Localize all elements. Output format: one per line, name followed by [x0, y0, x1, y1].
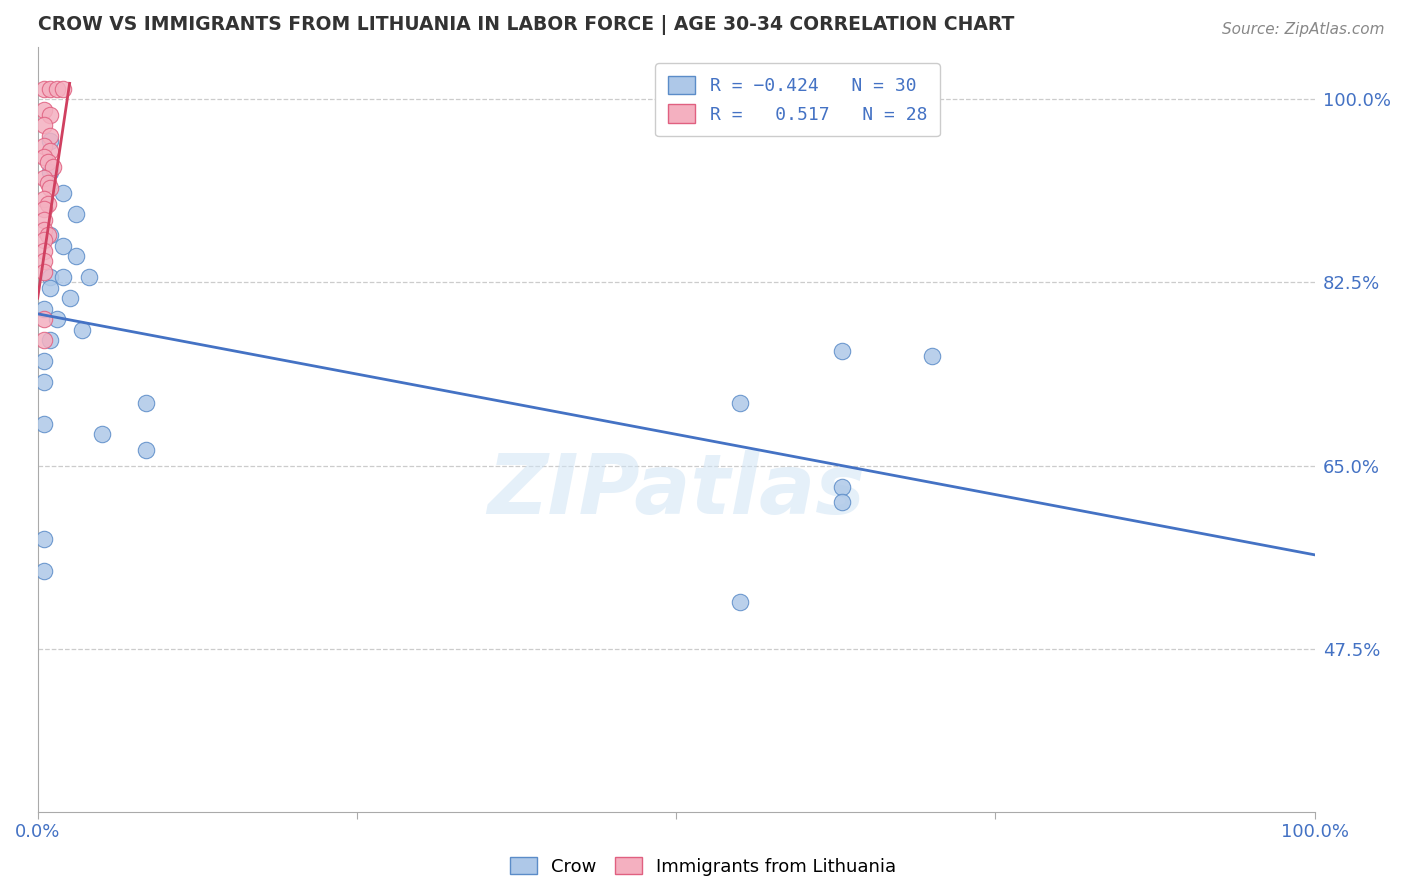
Point [45, 81, 67, 95]
Legend: Crow, Immigrants from Lithuania: Crow, Immigrants from Lithuania [502, 850, 904, 883]
Point [831, 343, 853, 358]
Point [45, 312, 67, 326]
Point [135, 443, 157, 458]
Point [39, 270, 62, 285]
Point [32, 244, 55, 258]
Point [32, 564, 55, 578]
Point [65, 207, 87, 221]
Point [77, 270, 100, 285]
Point [32, 312, 55, 326]
Point [39, 333, 62, 347]
Point [32, 103, 55, 117]
Point [135, 396, 157, 410]
Point [52, 270, 75, 285]
Text: ZIPatlas: ZIPatlas [488, 450, 865, 531]
Point [39, 81, 62, 95]
Point [37, 197, 59, 211]
Point [39, 128, 62, 143]
Point [72, 322, 94, 336]
Point [39, 108, 62, 122]
Point [32, 532, 55, 546]
Point [39, 165, 62, 179]
Point [32, 333, 55, 347]
Point [32, 150, 55, 164]
Point [90, 427, 112, 442]
Point [32, 192, 55, 206]
Point [32, 234, 55, 248]
Point [32, 265, 55, 279]
Point [39, 280, 62, 294]
Point [59, 291, 82, 305]
Point [32, 301, 55, 316]
Point [831, 495, 853, 509]
Point [32, 223, 55, 237]
Point [39, 134, 62, 148]
Point [37, 228, 59, 243]
Point [37, 155, 59, 169]
Point [39, 145, 62, 159]
Point [52, 81, 75, 95]
Point [32, 354, 55, 368]
Point [42, 160, 65, 174]
Point [32, 417, 55, 431]
Legend: R = −0.424   N = 30, R =   0.517   N = 28: R = −0.424 N = 30, R = 0.517 N = 28 [655, 63, 939, 136]
Point [32, 118, 55, 132]
Point [39, 181, 62, 195]
Point [32, 202, 55, 216]
Point [728, 595, 751, 609]
Point [921, 349, 943, 363]
Point [52, 238, 75, 252]
Point [32, 139, 55, 153]
Point [65, 249, 87, 263]
Point [32, 212, 55, 227]
Text: Source: ZipAtlas.com: Source: ZipAtlas.com [1222, 22, 1385, 37]
Point [39, 228, 62, 243]
Point [32, 375, 55, 389]
Point [831, 480, 853, 494]
Text: CROW VS IMMIGRANTS FROM LITHUANIA IN LABOR FORCE | AGE 30-34 CORRELATION CHART: CROW VS IMMIGRANTS FROM LITHUANIA IN LAB… [38, 15, 1014, 35]
Point [37, 176, 59, 190]
Point [32, 81, 55, 95]
Point [32, 170, 55, 185]
Point [52, 186, 75, 201]
Point [32, 254, 55, 268]
Point [728, 396, 751, 410]
